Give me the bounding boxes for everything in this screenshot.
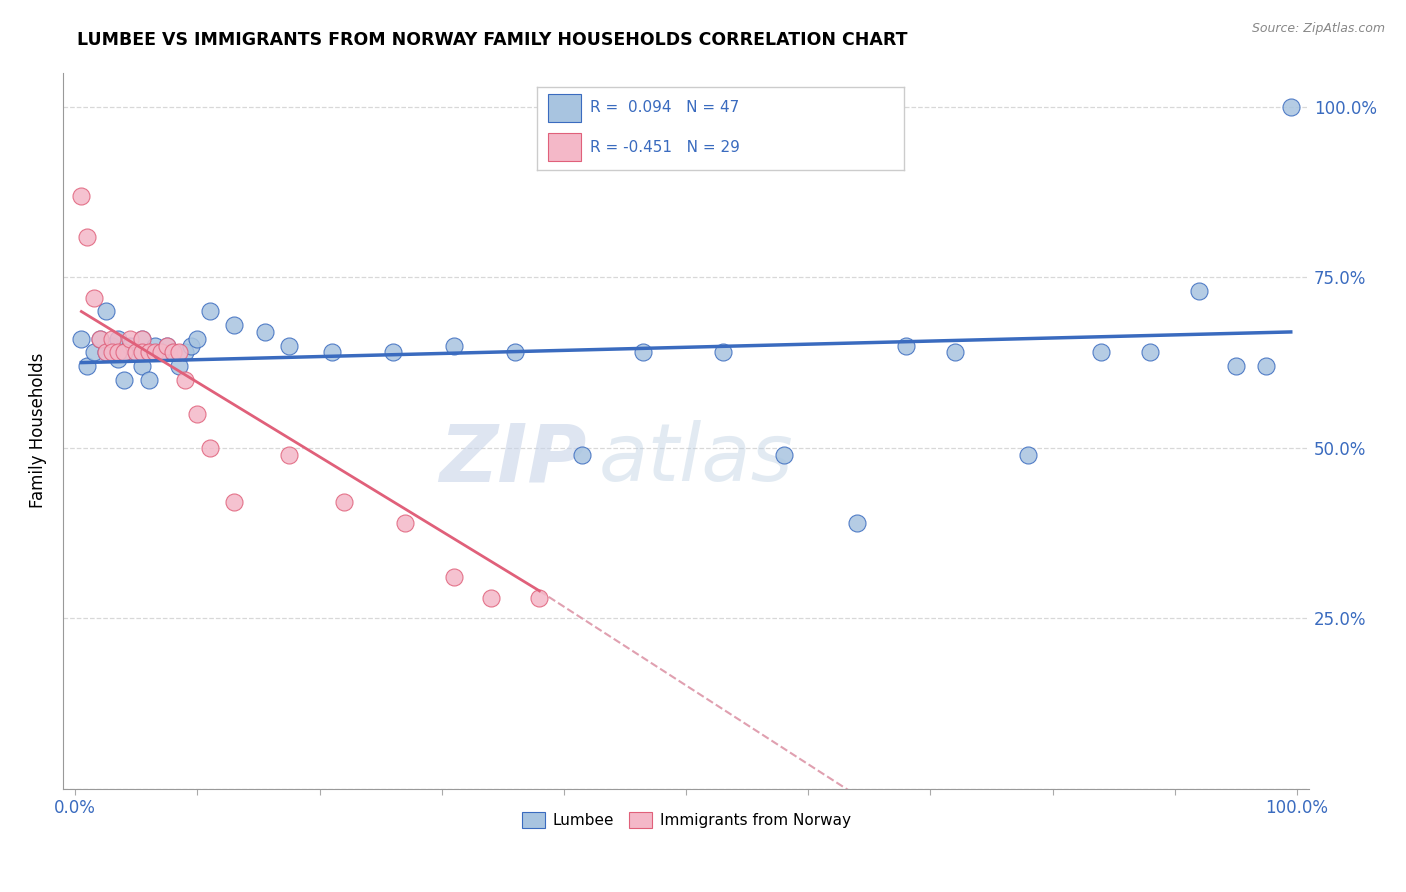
Point: [101, 332, 124, 346]
Point: [381, 345, 404, 359]
Point: [112, 373, 135, 387]
Point: [70, 332, 93, 346]
Point: [143, 345, 166, 359]
Point: [253, 325, 276, 339]
Point: [101, 338, 124, 352]
Point: [1017, 448, 1039, 462]
Point: [112, 345, 135, 359]
Point: [120, 338, 142, 352]
Point: [89, 332, 111, 346]
Point: [131, 359, 153, 373]
Point: [131, 332, 153, 346]
Point: [846, 516, 869, 530]
Point: [162, 345, 184, 359]
Point: [1279, 100, 1302, 114]
Point: [186, 332, 208, 346]
Point: [83, 291, 105, 305]
Point: [125, 345, 148, 359]
Point: [1225, 359, 1247, 373]
Point: [89, 332, 111, 346]
Point: [1139, 345, 1161, 359]
Y-axis label: Family Households: Family Households: [30, 353, 46, 508]
Point: [94, 345, 117, 359]
Point: [222, 318, 245, 332]
Point: [131, 345, 153, 359]
Point: [149, 345, 172, 359]
Point: [711, 345, 734, 359]
Point: [174, 345, 197, 359]
Text: ZIP: ZIP: [439, 420, 586, 499]
Point: [138, 373, 160, 387]
Point: [443, 338, 465, 352]
Point: [156, 338, 179, 352]
Point: [222, 495, 245, 509]
Point: [1090, 345, 1112, 359]
Point: [186, 407, 208, 421]
Point: [167, 359, 190, 373]
Point: [120, 332, 142, 346]
Point: [70, 188, 93, 202]
Point: [138, 345, 160, 359]
Point: [174, 373, 197, 387]
Point: [1256, 359, 1278, 373]
Point: [479, 591, 502, 605]
Point: [321, 345, 343, 359]
Point: [112, 345, 135, 359]
Point: [278, 448, 301, 462]
Point: [94, 345, 117, 359]
Point: [503, 345, 526, 359]
Point: [83, 345, 105, 359]
Point: [394, 516, 416, 530]
Point: [529, 591, 551, 605]
Legend: Lumbee, Immigrants from Norway: Lumbee, Immigrants from Norway: [516, 806, 856, 835]
Point: [76, 229, 98, 244]
Point: [443, 570, 465, 584]
Point: [107, 352, 129, 367]
Point: [143, 338, 166, 352]
Point: [107, 332, 129, 346]
Point: [125, 345, 148, 359]
Point: [278, 338, 301, 352]
Text: atlas: atlas: [599, 420, 793, 499]
Point: [180, 338, 202, 352]
Point: [107, 345, 129, 359]
Point: [131, 332, 153, 346]
Point: [198, 441, 221, 455]
Text: LUMBEE VS IMMIGRANTS FROM NORWAY FAMILY HOUSEHOLDS CORRELATION CHART: LUMBEE VS IMMIGRANTS FROM NORWAY FAMILY …: [77, 31, 908, 49]
Point: [198, 304, 221, 318]
Text: Source: ZipAtlas.com: Source: ZipAtlas.com: [1251, 22, 1385, 36]
Point: [943, 345, 966, 359]
Point: [1188, 284, 1211, 298]
Point: [101, 345, 124, 359]
Point: [76, 359, 98, 373]
Point: [633, 345, 655, 359]
Point: [156, 338, 179, 352]
Point: [138, 345, 160, 359]
Point: [94, 304, 117, 318]
Point: [149, 345, 172, 359]
Point: [162, 345, 184, 359]
Point: [167, 345, 190, 359]
Point: [894, 338, 917, 352]
Point: [772, 448, 794, 462]
Point: [571, 448, 593, 462]
Point: [333, 495, 356, 509]
